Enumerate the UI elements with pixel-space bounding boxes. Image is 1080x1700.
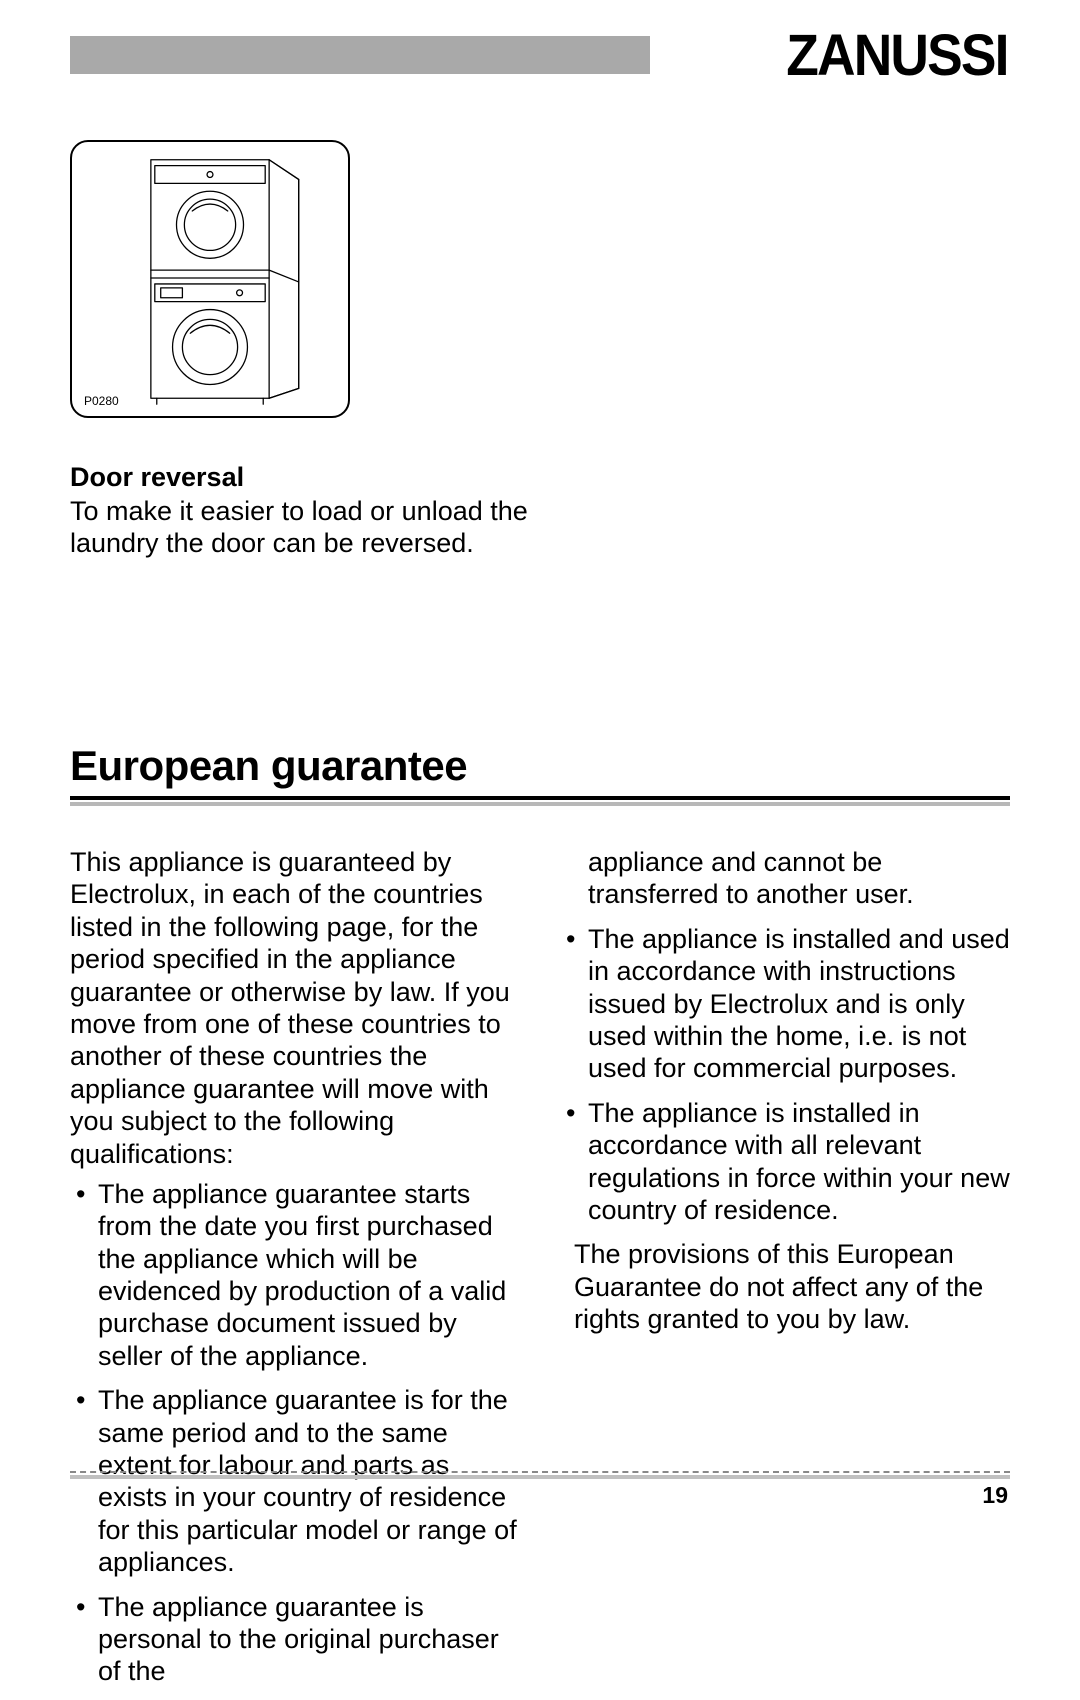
european-guarantee-heading: European guarantee (70, 742, 467, 790)
door-reversal-heading: Door reversal (70, 462, 570, 493)
door-reversal-text: To make it easier to load or unload the … (70, 495, 570, 560)
heading-underline-black (70, 796, 1010, 800)
left-column: This appliance is guaranteed by Electrol… (70, 846, 520, 1700)
right-column: appliance and cannot be transferred to a… (560, 846, 1010, 1700)
body-columns: This appliance is guaranteed by Electrol… (70, 846, 1010, 1700)
figure-label: P0280 (84, 394, 119, 408)
bullet-item: The appliance guarantee is for the same … (98, 1384, 520, 1578)
door-reversal-section: Door reversal To make it easier to load … (70, 462, 570, 560)
bullet-continuation: appliance and cannot be transferred to a… (560, 846, 1010, 911)
appliance-illustration-svg (72, 142, 348, 416)
guarantee-bullets-left: The appliance guarantee starts from the … (70, 1178, 520, 1688)
footer-rule-gray (70, 1475, 1010, 1479)
heading-underline-gray (70, 802, 1010, 806)
guarantee-bullets-right: The appliance is installed and used in a… (560, 923, 1010, 1227)
bullet-item: The appliance guarantee starts from the … (98, 1178, 520, 1372)
page-number: 19 (982, 1482, 1008, 1509)
guarantee-closing: The provisions of this European Guarante… (560, 1238, 1010, 1335)
bullet-item: The appliance is installed in accordance… (588, 1097, 1010, 1227)
header-gray-bar (70, 36, 650, 74)
bullet-item: The appliance guarantee is personal to t… (98, 1591, 520, 1688)
footer-rule-dashed (70, 1471, 1010, 1473)
brand-logo: ZANUSSI (787, 22, 1008, 89)
guarantee-intro: This appliance is guaranteed by Electrol… (70, 846, 520, 1170)
bullet-item: The appliance is installed and used in a… (588, 923, 1010, 1085)
stacked-appliance-figure: P0280 (70, 140, 350, 418)
